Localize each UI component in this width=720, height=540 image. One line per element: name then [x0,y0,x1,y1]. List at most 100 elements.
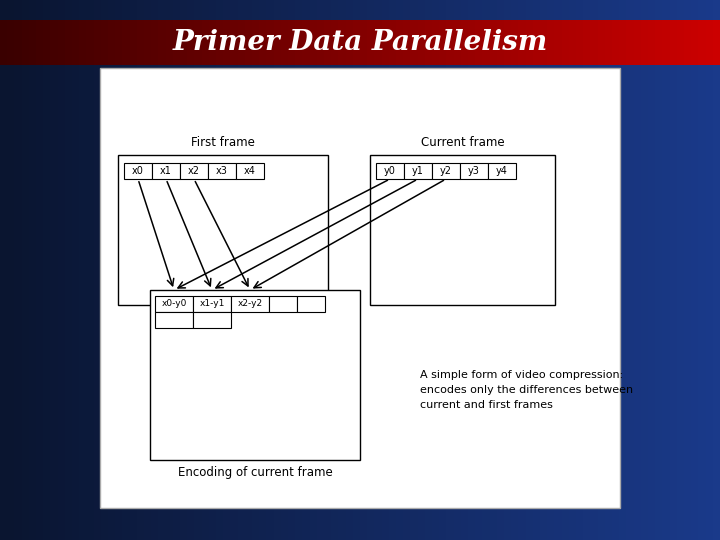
Bar [155,296,193,312]
Bar [367,20,374,65]
Bar [36,20,43,65]
Bar [266,0,274,540]
Text: x2: x2 [188,166,200,176]
Bar [389,0,396,540]
Bar [619,20,626,65]
Bar [554,20,562,65]
Bar [155,312,193,328]
Bar [50,0,58,540]
Bar [180,163,208,179]
Bar [439,20,446,65]
Bar [569,0,576,540]
Bar [324,0,331,540]
Bar [152,163,180,179]
Bar [540,20,547,65]
Bar [79,0,86,540]
Bar [698,20,706,65]
Bar [180,0,187,540]
Bar [482,0,490,540]
Bar [518,0,526,540]
Bar [331,20,338,65]
Bar [670,0,677,540]
Bar [432,0,439,540]
Bar [353,20,360,65]
Bar [259,0,266,540]
Bar [94,0,101,540]
Bar [22,0,29,540]
Bar [634,20,641,65]
Bar [605,0,612,540]
Bar [187,20,194,65]
Text: x1-y1: x1-y1 [199,300,225,308]
Bar [79,20,86,65]
Bar [36,0,43,540]
Bar [302,20,310,65]
Text: x0: x0 [132,166,144,176]
Bar [208,163,236,179]
Bar [238,20,245,65]
Bar [65,20,72,65]
Bar [382,0,389,540]
Bar [475,0,482,540]
Bar [598,20,605,65]
Bar [418,20,425,65]
Bar [194,20,202,65]
Bar [590,0,598,540]
Bar [158,20,166,65]
Bar [490,0,497,540]
Bar [14,0,22,540]
Bar [403,20,410,65]
Bar [540,0,547,540]
Bar [468,0,475,540]
Bar [281,0,288,540]
Text: x1: x1 [160,166,172,176]
Bar [410,20,418,65]
Bar [655,20,662,65]
Bar [295,20,302,65]
Bar [526,20,533,65]
Bar [281,20,288,65]
Bar [396,0,403,540]
Bar [101,20,108,65]
Bar [497,0,504,540]
Bar [252,0,259,540]
Bar [216,0,223,540]
Bar [612,20,619,65]
Bar [504,20,511,65]
Bar [223,0,230,540]
Bar [22,20,29,65]
Bar [432,20,439,65]
Bar [144,0,151,540]
Bar [439,0,446,540]
Bar [231,296,269,312]
Bar [396,20,403,65]
Bar [346,0,353,540]
Bar [338,0,346,540]
Text: y4: y4 [496,166,508,176]
Bar [317,20,324,65]
Bar [0,0,7,540]
Bar [576,0,583,540]
Bar [677,20,684,65]
Bar [238,0,245,540]
Bar [108,20,115,65]
Bar [122,20,130,65]
Bar [454,20,461,65]
Bar [619,0,626,540]
Bar [612,0,619,540]
Bar [310,0,317,540]
Bar [43,0,50,540]
Bar [331,0,338,540]
Bar [583,0,590,540]
Bar [403,0,410,540]
Bar [497,20,504,65]
Bar [583,20,590,65]
Bar [236,163,264,179]
Bar [269,296,297,312]
Bar [274,20,281,65]
Bar [360,20,367,65]
Bar [468,20,475,65]
Bar [590,20,598,65]
Bar [101,0,108,540]
Bar [115,20,122,65]
